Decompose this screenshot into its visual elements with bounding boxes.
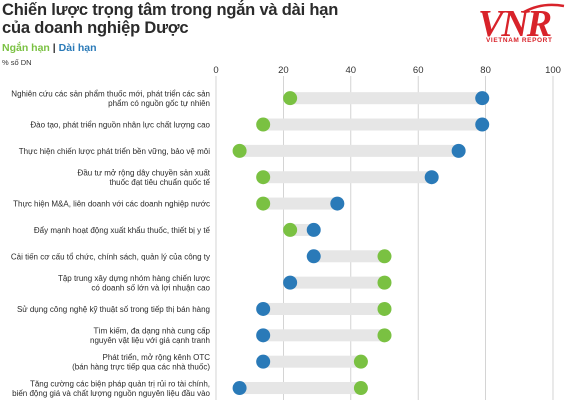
legend: Ngắn hạn | Dài hạn [2, 42, 97, 54]
range-bar [263, 302, 385, 315]
chart-title-line2: của doanh nghiệp Dược [2, 19, 189, 37]
long-term-point [424, 170, 439, 185]
long-term-point [306, 249, 321, 264]
legend-separator: | [52, 42, 56, 54]
range-bar [263, 355, 361, 368]
x-tick-label: 80 [480, 65, 491, 76]
category-label: Đầu tư mở rộng dây chuyền sản xuất [78, 168, 211, 177]
range-bar [290, 92, 483, 105]
long-term-point [451, 143, 466, 158]
vnr-logo-text: VNR [478, 3, 551, 45]
range-bar [263, 329, 385, 342]
category-label: (bán hàng trực tiếp qua các nhà thuốc) [72, 362, 210, 371]
logo-subtitle: VIETNAM REPORT [486, 37, 553, 44]
short-term-point [377, 249, 392, 264]
vnr-logo: VNR [478, 3, 565, 45]
category-label: Sử dụng công nghệ kỹ thuật số trong tiếp… [17, 305, 210, 314]
legend-long-term: Dài hạn [58, 42, 97, 54]
short-term-point [283, 91, 298, 106]
category-label: Nghiên cứu các sản phẩm thuốc mới, phát … [11, 89, 210, 98]
long-term-point [330, 196, 345, 211]
legend-short-term: Ngắn hạn [2, 42, 50, 54]
range-bar [239, 382, 361, 395]
category-label: Tập trung xây dựng nhóm hàng chiến lược [58, 274, 210, 283]
short-term-point [256, 117, 271, 132]
long-term-point [475, 117, 490, 132]
range-bar [263, 118, 483, 131]
long-term-point [283, 275, 298, 290]
short-term-point [353, 354, 368, 369]
short-term-point [232, 143, 247, 158]
x-tick-label: 0 [213, 65, 218, 76]
x-tick-label: 60 [413, 65, 424, 76]
range-bar [263, 197, 338, 210]
category-label: Tìm kiếm, đa dạng nhà cung cấp [93, 327, 210, 336]
unit-label: % số DN [2, 58, 32, 67]
short-term-point [377, 275, 392, 290]
category-label: Phát triển, mở rộng kênh OTC [102, 353, 210, 362]
vnr-logo-swoosh [523, 3, 565, 14]
short-term-point [353, 381, 368, 396]
category-label: thuốc đạt tiêu chuẩn quốc tế [109, 178, 210, 187]
short-term-point [377, 328, 392, 343]
short-term-point [256, 196, 271, 211]
category-label: Tăng cường các biện pháp quản trị rủi ro… [30, 379, 210, 388]
category-label: Cải tiến cơ cấu tổ chức, chính sách, quả… [11, 252, 210, 261]
range-bar [263, 171, 432, 184]
category-label: Thực hiện chiến lược phát triển bền vững… [19, 147, 210, 156]
category-label: phẩm có nguồn gốc tự nhiên [108, 99, 210, 108]
category-label: Thực hiện M&A, liên doanh với các doanh … [13, 200, 210, 209]
long-term-point [256, 301, 271, 316]
long-term-point [306, 222, 321, 237]
x-tick-label: 40 [346, 65, 357, 76]
chart-title-line1: Chiến lược trọng tâm trong ngắn và dài h… [2, 1, 339, 19]
category-label: có doanh số lớn và lợi nhuận cao [91, 283, 210, 292]
long-term-point [232, 381, 247, 396]
chart-title: Chiến lược trọng tâm trong ngắn và dài h… [2, 1, 442, 37]
category-label: Đẩy mạnh hoạt động xuất khẩu thuốc, thiế… [34, 226, 211, 235]
category-label: Đào tạo, phát triển nguồn nhân lực chất … [30, 121, 210, 130]
category-label: biến động giá và chất lượng nguồn nguyên… [12, 389, 210, 398]
short-term-point [377, 301, 392, 316]
long-term-point [256, 328, 271, 343]
x-tick-label: 20 [278, 65, 289, 76]
short-term-point [283, 222, 298, 237]
x-tick-label: 100 [545, 65, 561, 76]
short-term-point [256, 170, 271, 185]
category-label: nguyên vật liệu với giá cạnh tranh [90, 336, 210, 345]
long-term-point [256, 354, 271, 369]
range-bar [313, 250, 385, 263]
range-bar [239, 144, 459, 157]
range-bar [290, 276, 385, 289]
long-term-point [475, 91, 490, 106]
